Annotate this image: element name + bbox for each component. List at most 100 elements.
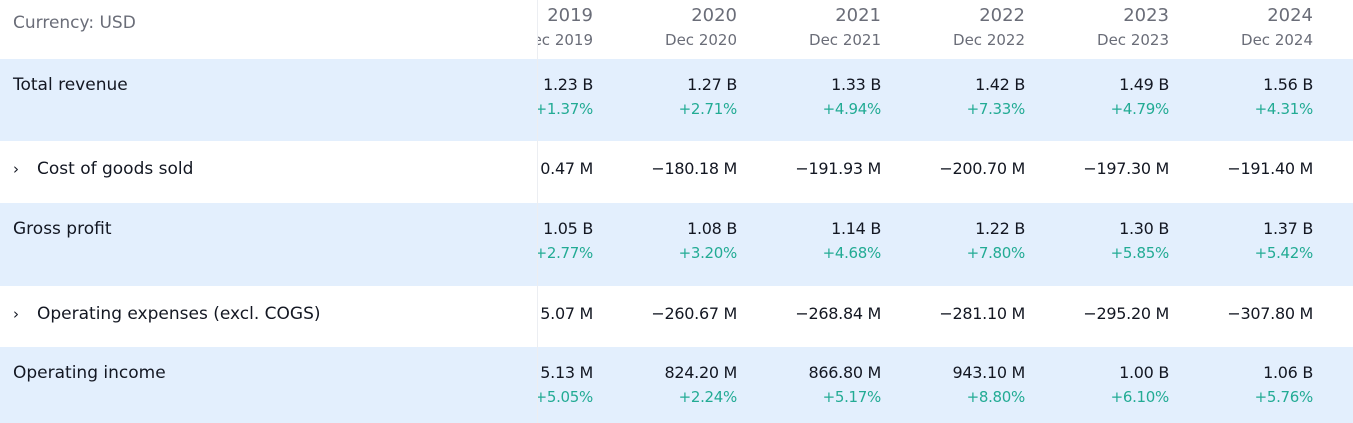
- value: −260.67 M: [651, 304, 737, 323]
- value-cell: 1.37 B +5.42%: [1169, 219, 1314, 262]
- value: −268.84 M: [795, 304, 881, 323]
- value: 824.20 M: [664, 363, 738, 382]
- currency-label: Currency: USD: [0, 0, 538, 59]
- value-cell: 5.13 M +5.05%: [449, 363, 594, 406]
- value-cell: −197.30 M: [1025, 159, 1169, 178]
- period-date: Dec 2023: [1097, 31, 1169, 49]
- yoy-change: +2.24%: [678, 388, 738, 406]
- value: 1.49 B: [1119, 75, 1169, 94]
- table-row: Gross profit 1.05 B +2.77% 1.08 B +3.20% 1.14…: [0, 203, 1353, 286]
- value-cell: 1.42 B +7.33%: [881, 75, 1026, 118]
- value: 5.07 M: [540, 304, 593, 323]
- value: 5.13 M: [540, 363, 593, 382]
- value: 866.80 M: [808, 363, 882, 382]
- value-cell: −268.84 M: [737, 304, 881, 323]
- row-label: Total revenue: [13, 75, 128, 95]
- value: −191.93 M: [795, 159, 881, 178]
- value-cell: 1.23 B +1.37%: [449, 75, 594, 118]
- row-label: Operating income: [13, 363, 166, 383]
- value-cell: 1.08 B +3.20%: [593, 219, 738, 262]
- value-cell: 1.56 B +4.31%: [1169, 75, 1314, 118]
- row-label-cell: Total revenue: [0, 59, 538, 141]
- row-label-cell[interactable]: › Operating expenses (excl. COGS): [0, 286, 538, 347]
- yoy-change: +5.05%: [534, 388, 594, 406]
- year-column-header: 2022 Dec 2022: [881, 5, 1025, 49]
- year-column-header: 2020 Dec 2020: [593, 5, 737, 49]
- value-cell: 824.20 M +2.24%: [593, 363, 738, 406]
- value-cell: 1.22 B +7.80%: [881, 219, 1026, 262]
- period-date: Dec 2021: [809, 31, 881, 49]
- value-cell: −191.40 M: [1169, 159, 1313, 178]
- table-row[interactable]: › Operating expenses (excl. COGS) 5.07 M −2…: [0, 286, 1353, 347]
- value-cell: 1.49 B +4.79%: [1025, 75, 1170, 118]
- value: 1.14 B: [831, 219, 881, 238]
- year-label: 2020: [691, 5, 737, 26]
- yoy-change: +4.68%: [822, 244, 882, 262]
- yoy-change: +6.10%: [1110, 388, 1170, 406]
- value: −197.30 M: [1083, 159, 1169, 178]
- value-cell: 5.07 M: [449, 304, 593, 323]
- value: 1.22 B: [975, 219, 1025, 238]
- value: 1.23 B: [543, 75, 593, 94]
- value: 1.27 B: [687, 75, 737, 94]
- yoy-change: +4.94%: [822, 100, 882, 118]
- yoy-change: +4.31%: [1254, 100, 1314, 118]
- year-label: 2019: [547, 5, 593, 26]
- value-cell: 1.27 B +2.71%: [593, 75, 738, 118]
- year-label: 2023: [1123, 5, 1169, 26]
- value: −200.70 M: [939, 159, 1025, 178]
- period-date: Dec 2019: [521, 31, 593, 49]
- value-cell: 1.00 B +6.10%: [1025, 363, 1170, 406]
- value-cell: 1.30 B +5.85%: [1025, 219, 1170, 262]
- yoy-change: +5.17%: [822, 388, 882, 406]
- value: −307.80 M: [1227, 304, 1313, 323]
- value: 1.33 B: [831, 75, 881, 94]
- year-label: 2021: [835, 5, 881, 26]
- value-cell: 1.33 B +4.94%: [737, 75, 882, 118]
- period-date: Dec 2024: [1241, 31, 1313, 49]
- table-row: Operating income 5.13 M +5.05% 824.20 M +2.2…: [0, 347, 1353, 423]
- value-cell: −180.18 M: [593, 159, 737, 178]
- value: 1.08 B: [687, 219, 737, 238]
- value: 1.37 B: [1263, 219, 1313, 238]
- value: 1.00 B: [1119, 363, 1169, 382]
- year-column-header: 2021 Dec 2021: [737, 5, 881, 49]
- row-label-cell[interactable]: › Cost of goods sold: [0, 141, 538, 203]
- table-row: Total revenue 1.23 B +1.37% 1.27 B +2.71% 1.3…: [0, 59, 1353, 141]
- value-cell: 866.80 M +5.17%: [737, 363, 882, 406]
- yoy-change: +5.76%: [1254, 388, 1314, 406]
- value: 1.56 B: [1263, 75, 1313, 94]
- table-row[interactable]: › Cost of goods sold 0.47 M −180.18 M −191.9…: [0, 141, 1353, 203]
- value-cell: −191.93 M: [737, 159, 881, 178]
- value-cell: 0.47 M: [449, 159, 593, 178]
- chevron-right-icon[interactable]: ›: [13, 160, 19, 178]
- value: 1.06 B: [1263, 363, 1313, 382]
- period-date: Dec 2022: [953, 31, 1025, 49]
- value-cell: 943.10 M +8.80%: [881, 363, 1026, 406]
- value-cell: −260.67 M: [593, 304, 737, 323]
- year-column-header: 2023 Dec 2023: [1025, 5, 1169, 49]
- row-label-cell: Operating income: [0, 347, 538, 423]
- yoy-change: +5.85%: [1110, 244, 1170, 262]
- yoy-change: +7.33%: [966, 100, 1026, 118]
- row-label: Operating expenses (excl. COGS): [37, 304, 321, 324]
- value-cell: −307.80 M: [1169, 304, 1313, 323]
- value-cell: −295.20 M: [1025, 304, 1169, 323]
- year-label: 2024: [1267, 5, 1313, 26]
- value: −295.20 M: [1083, 304, 1169, 323]
- table-header: Currency: USD 2019 Dec 2019 2020 Dec 2020 20…: [0, 0, 1353, 59]
- value: 0.47 M: [540, 159, 593, 178]
- value: −180.18 M: [651, 159, 737, 178]
- yoy-change: +5.42%: [1254, 244, 1314, 262]
- value: −191.40 M: [1227, 159, 1313, 178]
- row-label: Cost of goods sold: [37, 159, 194, 179]
- value-cell: 1.14 B +4.68%: [737, 219, 882, 262]
- value: 943.10 M: [952, 363, 1026, 382]
- value-cell: −200.70 M: [881, 159, 1025, 178]
- row-label: Gross profit: [13, 219, 112, 239]
- value: −281.10 M: [939, 304, 1025, 323]
- value-cell: 1.05 B +2.77%: [449, 219, 594, 262]
- year-label: 2022: [979, 5, 1025, 26]
- chevron-right-icon[interactable]: ›: [13, 305, 19, 323]
- value: 1.42 B: [975, 75, 1025, 94]
